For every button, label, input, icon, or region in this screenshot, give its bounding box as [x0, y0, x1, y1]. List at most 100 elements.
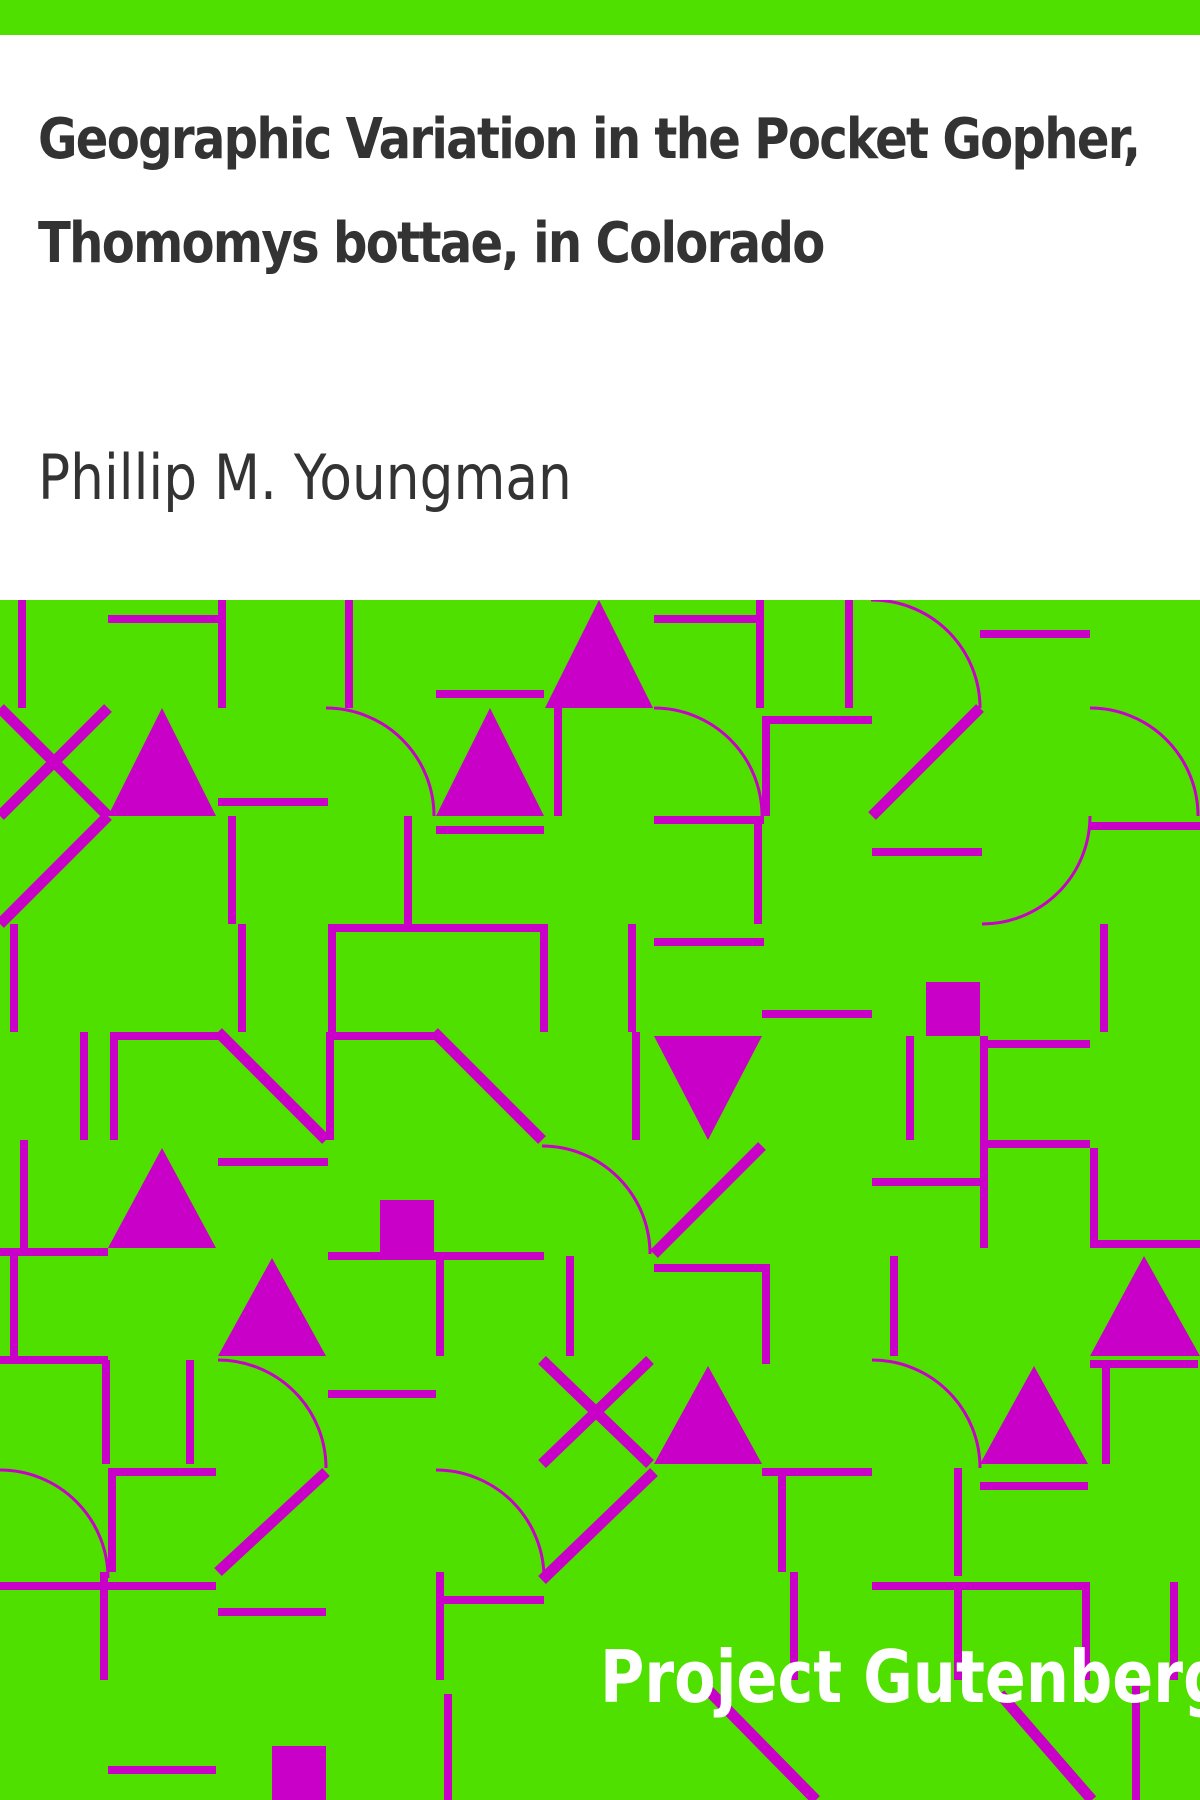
- pattern-arc: [325, 706, 436, 817]
- pattern-bar: [108, 1766, 216, 1774]
- pattern-bar: [954, 1468, 962, 1576]
- pattern-bar: [328, 924, 544, 932]
- pattern-triangle: [218, 1258, 326, 1356]
- cover-pattern: [0, 600, 1200, 1800]
- pattern-bar: [632, 1032, 640, 1140]
- pattern-bar: [540, 924, 548, 1032]
- pattern-bar: [18, 600, 26, 708]
- pattern-bar: [108, 1468, 216, 1476]
- pattern-bar: [80, 1032, 88, 1140]
- pattern-bar: [980, 630, 1090, 638]
- book-title-line-2: Thomomys bottae, in Colorado: [38, 211, 825, 276]
- pattern-bar: [628, 924, 636, 1032]
- pattern-bar: [436, 826, 544, 834]
- pattern-bar: [1090, 1360, 1198, 1368]
- pattern-bar: [1090, 1240, 1200, 1248]
- pattern-bar: [10, 924, 18, 1032]
- pattern-bar: [186, 1360, 194, 1464]
- pattern-bar: [1132, 1680, 1140, 1800]
- pattern-triangle: [545, 600, 653, 708]
- pattern-diagonal: [0, 704, 112, 820]
- pattern-bar: [100, 1572, 108, 1680]
- pattern-bar: [654, 1264, 764, 1272]
- publisher-name: Project Gutenberg: [600, 1635, 1200, 1719]
- pattern-triangle: [654, 1366, 762, 1464]
- pattern-bar: [980, 1040, 1090, 1048]
- pattern-bar: [554, 708, 562, 816]
- pattern-arc: [217, 1358, 328, 1469]
- pattern-triangle: [108, 708, 216, 816]
- pattern-bar: [845, 600, 853, 708]
- pattern-bar: [566, 1256, 574, 1356]
- pattern-bar: [110, 1032, 218, 1040]
- pattern-bar: [444, 1694, 452, 1800]
- pattern-bar: [762, 1468, 872, 1476]
- pattern-bar: [954, 1582, 962, 1680]
- pattern-bar: [980, 1140, 988, 1248]
- pattern-bar: [890, 1256, 898, 1356]
- pattern-diagonal: [868, 704, 984, 820]
- pattern-diagonal: [430, 1028, 546, 1144]
- pattern-bar: [654, 938, 764, 946]
- geometric-pattern-graphic: [0, 600, 1200, 1800]
- pattern-triangle: [436, 708, 544, 816]
- pattern-bar: [762, 716, 872, 724]
- pattern-bar: [228, 816, 236, 924]
- pattern-bar: [436, 1256, 444, 1356]
- pattern-bar: [754, 816, 762, 924]
- pattern-bar: [436, 1572, 444, 1680]
- pattern-diagonal: [995, 1690, 1097, 1800]
- pattern-bar: [1090, 1148, 1098, 1248]
- pattern-arc: [871, 600, 982, 709]
- pattern-arc: [435, 1468, 546, 1579]
- pattern-diagonal: [214, 1028, 330, 1144]
- pattern-arc: [1089, 706, 1200, 817]
- pattern-arc: [653, 706, 764, 817]
- pattern-bar: [1090, 822, 1200, 830]
- pattern-diagonal: [214, 1467, 330, 1577]
- pattern-bar: [345, 600, 353, 708]
- pattern-diagonal: [0, 812, 112, 928]
- pattern-arc: [0, 1468, 110, 1579]
- pattern-arc: [871, 1358, 982, 1469]
- top-color-bar: [0, 0, 1200, 35]
- pattern-bar: [436, 690, 544, 698]
- pattern-bar: [980, 1140, 1090, 1148]
- pattern-bar: [790, 1572, 798, 1680]
- pattern-bar: [404, 816, 412, 924]
- pattern-triangle: [654, 1036, 762, 1140]
- pattern-bar: [778, 1468, 786, 1572]
- pattern-bar: [1082, 1582, 1090, 1680]
- pattern-bar: [218, 798, 328, 806]
- pattern-diagonal: [538, 1468, 658, 1584]
- pattern-bar: [872, 1582, 1088, 1590]
- pattern-bar: [110, 1032, 118, 1140]
- pattern-bar: [102, 1360, 110, 1464]
- pattern-bar: [328, 924, 336, 1032]
- pattern-triangle: [108, 1148, 216, 1248]
- pattern-bar: [872, 848, 982, 856]
- pattern-bar: [906, 1036, 914, 1140]
- pattern-bar: [654, 615, 764, 623]
- pattern-bar: [762, 1264, 770, 1364]
- pattern-triangle: [1090, 1256, 1200, 1356]
- pattern-bar: [1100, 924, 1108, 1032]
- pattern-bar: [436, 1596, 544, 1604]
- pattern-bar: [654, 816, 764, 824]
- book-author: Phillip M. Youngman: [38, 441, 572, 514]
- pattern-bar: [328, 1390, 436, 1398]
- pattern-diagonal: [650, 1142, 766, 1258]
- pattern-triangle: [980, 1366, 1088, 1464]
- pattern-bar: [980, 1482, 1088, 1490]
- book-title-line-1: Geographic Variation in the Pocket Gophe…: [38, 107, 1141, 172]
- pattern-bar: [1102, 1360, 1110, 1464]
- pattern-arc: [981, 815, 1092, 926]
- pattern-bar: [108, 615, 218, 623]
- pattern-bar: [762, 1010, 872, 1018]
- pattern-diagonal: [538, 1356, 654, 1468]
- pattern-bar: [10, 1248, 18, 1356]
- pattern-bar: [756, 600, 764, 708]
- pattern-square: [272, 1746, 326, 1800]
- pattern-diagonal: [704, 1686, 820, 1800]
- pattern-bar: [218, 1608, 326, 1616]
